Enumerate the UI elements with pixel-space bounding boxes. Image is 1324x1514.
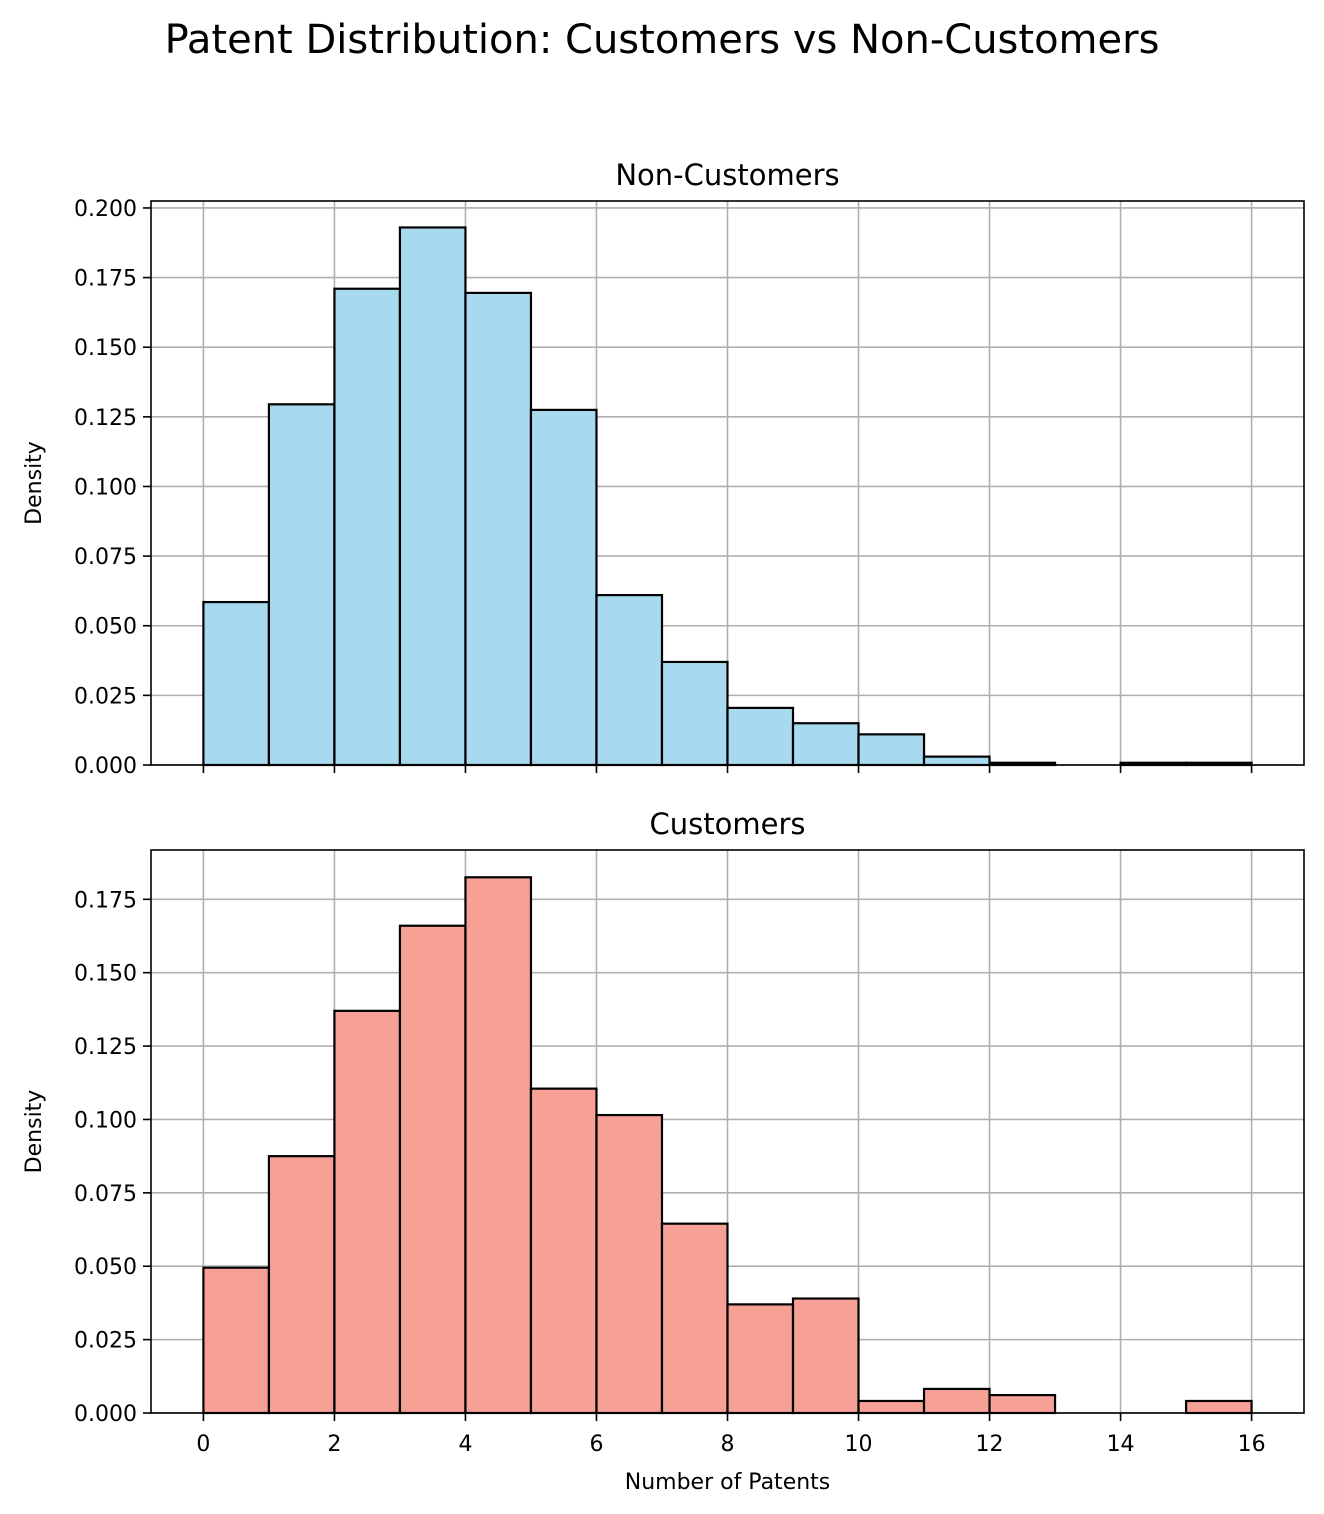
- histogram-bar: [529, 1087, 598, 1415]
- y-tick-label: 0.175: [74, 267, 137, 292]
- histogram-bars: [202, 226, 1253, 767]
- x-tick-label: 2: [327, 1432, 341, 1457]
- x-tick-label: 10: [845, 1432, 873, 1457]
- y-tick-label: 0.075: [74, 1182, 137, 1207]
- x-tick-label: 12: [976, 1432, 1004, 1457]
- histogram-bar: [857, 733, 926, 767]
- y-tick-label: 0.000: [74, 1402, 137, 1427]
- histogram-bar: [333, 287, 402, 767]
- x-tick-label: 16: [1238, 1432, 1266, 1457]
- histogram-bar: [660, 660, 729, 767]
- histogram-bar: [398, 924, 467, 1415]
- figure-title: Patent Distribution: Customers vs Non-Cu…: [165, 17, 1160, 63]
- histogram-bar: [267, 403, 336, 767]
- y-axis-label: Density: [22, 441, 47, 525]
- x-tick-label: 14: [1107, 1432, 1135, 1457]
- y-axis-label: Density: [22, 1090, 47, 1174]
- x-tick-label: 8: [721, 1432, 735, 1457]
- y-tick-label: 0.050: [74, 615, 137, 640]
- x-axis-label: Number of Patents: [625, 1470, 831, 1495]
- y-tick-label: 0.025: [74, 1329, 137, 1354]
- y-tick-label: 0.175: [74, 888, 137, 913]
- y-tick-label: 0.125: [74, 1035, 137, 1060]
- histogram-bar: [857, 1399, 926, 1415]
- y-tick-label: 0.150: [74, 962, 137, 987]
- panel-title: Non-Customers: [615, 158, 839, 192]
- histogram-bar: [922, 755, 991, 767]
- histogram-bar: [202, 1266, 271, 1415]
- histogram-bar: [988, 1393, 1057, 1415]
- histogram-bar: [791, 722, 860, 767]
- histogram-bar: [922, 1387, 991, 1415]
- y-tick-label: 0.100: [74, 1108, 137, 1133]
- panel-title: Customers: [650, 807, 806, 841]
- y-tick-label: 0.150: [74, 336, 137, 361]
- y-tick-label: 0.100: [74, 475, 137, 500]
- histogram-bar: [333, 1009, 402, 1415]
- histogram-bar: [202, 600, 271, 767]
- histogram-bar: [660, 1222, 729, 1415]
- histogram-bar: [267, 1155, 336, 1415]
- x-tick-label: 4: [458, 1432, 472, 1457]
- histogram-bar: [595, 1113, 664, 1415]
- histogram-bar: [464, 291, 533, 767]
- y-tick-label: 0.200: [74, 197, 137, 222]
- histogram-bar: [398, 226, 467, 767]
- y-tick-label: 0.000: [74, 754, 137, 779]
- histogram-bar: [726, 1303, 795, 1415]
- y-tick-label: 0.025: [74, 684, 137, 709]
- histogram-bar: [1184, 1399, 1253, 1415]
- histogram-bars: [202, 876, 1253, 1415]
- panel-customers: 0 2 4 6 8 10 12 14 16 0.000 0.025 0.050 0.075 0.100 0.…: [22, 807, 1305, 1495]
- panel-non-customers: 0.000 0.025 0.050 0.075 0.100 0.125 0.150 0.175…: [22, 158, 1305, 779]
- histogram-bar: [595, 594, 664, 767]
- y-tick-label: 0.125: [74, 406, 137, 431]
- y-tick-label: 0.050: [74, 1255, 137, 1280]
- histogram-bar: [464, 876, 533, 1415]
- x-tick-label: 0: [196, 1432, 210, 1457]
- histogram-bar: [726, 706, 795, 767]
- histogram-bar: [791, 1297, 860, 1415]
- x-tick-label: 6: [589, 1432, 603, 1457]
- y-tick-label: 0.075: [74, 545, 137, 570]
- histogram-bar: [529, 408, 598, 767]
